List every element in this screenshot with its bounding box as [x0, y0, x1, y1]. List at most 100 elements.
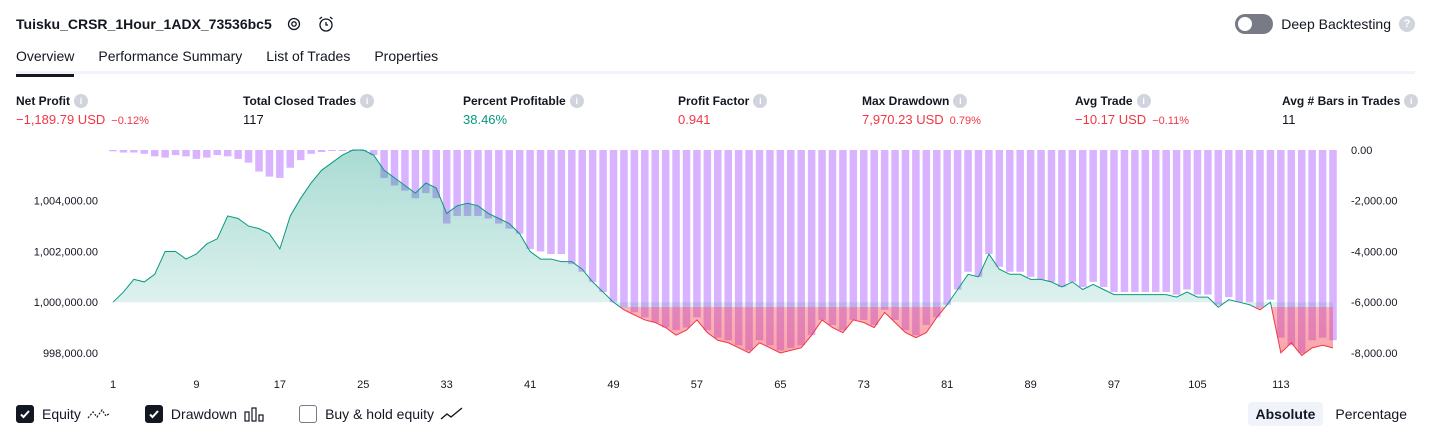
metric-label: Avg Trade	[1075, 94, 1133, 108]
drawdown-bar	[1266, 150, 1275, 300]
drawdown-bar	[1026, 150, 1035, 277]
metric-max-drawdown: Max Drawdown i 7,970.23 USD 0.79%	[862, 94, 981, 127]
drawdown-bar	[787, 150, 795, 348]
metric-value: −1,189.79 USD	[16, 112, 106, 127]
drawdown-bar	[870, 150, 878, 326]
right-axis-tick-label: -8,000.00	[1351, 348, 1397, 360]
drawdown-checkbox[interactable]	[144, 405, 163, 423]
drawdown-bar	[442, 150, 451, 224]
drawdown-bar	[651, 150, 659, 323]
drawdown-bar	[234, 150, 242, 159]
drawdown-bar	[1151, 150, 1160, 293]
strategy-header: Tuisku_CRSR_1Hour_1ADX_73536bc5 Deep Bac…	[16, 10, 1415, 38]
drawdown-bar	[463, 150, 472, 216]
info-icon[interactable]: i	[1136, 94, 1151, 108]
tab-performance-summary[interactable]: Performance Summary	[98, 48, 243, 64]
drawdown-bar	[588, 150, 597, 282]
drawdown-bar	[1318, 150, 1327, 338]
drawdown-bar	[1047, 150, 1056, 282]
drawdown-bar	[922, 150, 931, 326]
buy-hold-checkbox[interactable]	[299, 405, 318, 423]
deep-backtesting-label: Deep Backtesting	[1281, 16, 1391, 32]
help-icon[interactable]: ?	[1399, 16, 1415, 32]
drawdown-bar	[1131, 150, 1139, 293]
drawdown-bar	[390, 150, 399, 186]
metric-avg-bars-in-trades: Avg # Bars in Trades i 11	[1282, 94, 1419, 127]
left-axis: 1,004,000.00 1,002,000.00 1,000,000.00 998,…	[34, 196, 98, 360]
drawdown-bar	[880, 150, 889, 310]
equity-drawdown-chart[interactable]: 1,004,000.00 1,002,000.00 1,000,000.00 998,…	[0, 140, 1431, 398]
metric-label: Profit Factor	[678, 94, 750, 108]
drawdown-bar	[150, 150, 159, 157]
drawdown-bar	[599, 150, 607, 293]
info-icon[interactable]: i	[1404, 94, 1419, 108]
drawdown-bar	[703, 150, 712, 331]
tab-list-of-trades[interactable]: List of Trades	[266, 48, 351, 64]
drawdown-bar	[1141, 150, 1150, 293]
drawdown-bar	[693, 150, 701, 318]
x-axis-tick-label: 9	[193, 379, 199, 391]
drawdown-bar	[630, 150, 639, 313]
absolute-button[interactable]: Absolute	[1247, 402, 1324, 426]
metric-label: Max Drawdown	[862, 94, 950, 108]
drawdown-bar	[1204, 150, 1212, 295]
drawdown-bar	[1078, 150, 1087, 287]
equity-checkbox[interactable]	[16, 405, 34, 423]
drawdown-bar	[119, 150, 128, 153]
equity-toggle[interactable]: Equity	[16, 405, 111, 423]
drawdown-bar	[161, 150, 169, 158]
metric-value: 38.46%	[463, 112, 508, 127]
drawdown-bar	[734, 150, 743, 346]
drawdown-bar	[1235, 150, 1243, 303]
drawdown-bar	[474, 150, 482, 216]
metric-percent-profitable: Percent Profitable i 38.46%	[463, 94, 584, 127]
drawdown-bar	[849, 150, 858, 320]
drawdown-bar	[578, 150, 586, 272]
tab-properties[interactable]: Properties	[374, 48, 439, 64]
drawdown-toggle[interactable]: Drawdown	[144, 405, 265, 423]
drawdown-bar	[766, 150, 774, 346]
percentage-button[interactable]: Percentage	[1335, 406, 1407, 422]
settings-icon[interactable]	[284, 14, 304, 34]
metric-avg-trade: Avg Trade i −10.17 USD −0.11%	[1075, 94, 1189, 127]
metrics-row: Net Profit i −1,189.79 USD −0.12% Total Cl…	[16, 94, 1419, 130]
deep-backtesting-toggle[interactable]	[1235, 14, 1274, 34]
drawdown-bar	[609, 150, 618, 303]
drawdown-bar	[901, 150, 910, 331]
metric-value: 117	[243, 112, 264, 127]
drawdown-bar	[620, 150, 628, 308]
drawdown-bar	[818, 150, 826, 320]
add-alert-icon[interactable]	[316, 14, 336, 34]
x-axis: 1 9 17 25 33 41 49 57 65 73 81 89 97 105 113	[110, 379, 1290, 391]
drawdown-bar	[912, 150, 920, 336]
chart-legend: Equity Drawdown Buy & hold equity Absolu…	[16, 402, 1415, 426]
info-icon[interactable]: i	[569, 94, 584, 108]
info-icon[interactable]: i	[74, 94, 88, 108]
drawdown-bar	[223, 150, 232, 157]
equity-area	[112, 149, 1334, 357]
drawdown-bar	[807, 150, 816, 336]
drawdown-bar	[797, 150, 805, 346]
x-axis-tick-label: 17	[274, 379, 286, 391]
drawdown-bar	[505, 150, 513, 229]
metric-percent: −0.12%	[111, 115, 149, 127]
right-axis-tick-label: -4,000.00	[1351, 246, 1397, 258]
drawdown-bar	[1297, 150, 1306, 353]
x-axis-tick-label: 89	[1024, 379, 1036, 391]
drawdown-bar	[724, 150, 732, 341]
drawdown-bar	[244, 150, 253, 163]
buy-hold-toggle[interactable]: Buy & hold equity	[299, 405, 464, 423]
drawdown-bar	[526, 150, 534, 249]
drawdown-bars	[109, 150, 1337, 353]
drawdown-bar	[985, 150, 993, 254]
right-axis-tick-label: -2,000.00	[1351, 196, 1397, 208]
info-icon[interactable]: i	[953, 94, 968, 108]
info-icon[interactable]: i	[753, 94, 768, 108]
drawdown-bar	[568, 150, 576, 265]
x-axis-tick-label: 113	[1272, 379, 1290, 391]
tab-overview[interactable]: Overview	[16, 44, 75, 77]
metric-profit-factor: Profit Factor i 0.941	[678, 94, 768, 127]
x-axis-tick-label: 41	[524, 379, 536, 391]
info-icon[interactable]: i	[360, 94, 375, 108]
metric-value: 0.941	[678, 112, 711, 127]
